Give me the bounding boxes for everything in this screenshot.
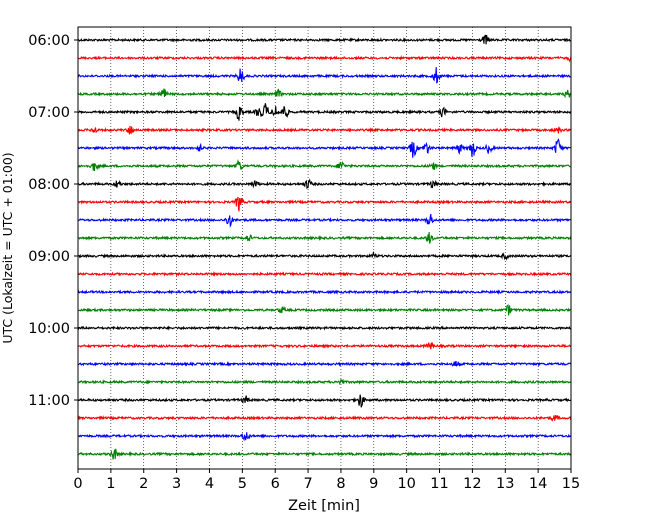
trace-1045: [77, 378, 572, 386]
x-tick-label: 9: [369, 476, 378, 492]
x-tick-label: 13: [496, 476, 514, 492]
trace-1115: [77, 415, 572, 422]
trace-0615: [77, 55, 572, 63]
trace-0700: [77, 103, 572, 121]
x-axis-title: Zeit [min]: [288, 498, 360, 514]
trace-1130: [77, 432, 572, 442]
trace-0915: [77, 270, 572, 277]
y-tick-label: 10:00: [28, 321, 70, 337]
trace-0930: [77, 289, 572, 296]
trace-lines: [77, 34, 572, 460]
x-tick-label: 12: [463, 476, 481, 492]
trace-0900: [77, 250, 572, 261]
trace-0745: [77, 158, 572, 172]
x-tick-label: 3: [172, 476, 181, 492]
y-tick-label: 09:00: [28, 249, 70, 265]
x-tick-label: 15: [562, 476, 580, 492]
plot-frame: [77, 26, 572, 470]
trace-0730: [77, 138, 572, 158]
trace-0715: [77, 125, 572, 135]
x-tick-label: 8: [336, 476, 345, 492]
trace-1030: [77, 360, 572, 367]
trace-1145: [77, 448, 572, 460]
trace-1100: [77, 394, 572, 408]
y-tick-label: 07:00: [28, 105, 70, 121]
trace-0845: [77, 231, 572, 244]
y-axis-title: UTC (Lokalzeit = UTC + 01:00): [0, 152, 15, 343]
y-tick-label: 08:00: [28, 177, 70, 193]
y-axis-ticks: 06:00 07:00 08:00 09:00 10:00 11:00: [28, 33, 78, 409]
x-tick-label: 1: [106, 476, 115, 492]
trace-0815: [77, 196, 572, 212]
x-tick-label: 2: [139, 476, 148, 492]
x-tick-label: 10: [397, 476, 415, 492]
trace-0630: [77, 67, 572, 84]
x-tick-label: 7: [303, 476, 312, 492]
trace-0945: [77, 304, 572, 316]
x-tick-label: 11: [430, 476, 448, 492]
x-tick-label: 6: [271, 476, 280, 492]
y-tick-label: 06:00: [28, 33, 70, 49]
trace-1000: [77, 325, 572, 331]
trace-1015: [77, 341, 572, 350]
x-axis-ticks: 0 1 2 3 4 5 6 7 8 9 10 11 12 13 14 15: [73, 469, 580, 492]
x-tick-label: 0: [73, 476, 82, 492]
trace-0800: [77, 178, 572, 190]
trace-0645: [77, 88, 572, 99]
x-tick-label: 14: [529, 476, 547, 492]
x-tick-label: 4: [205, 476, 214, 492]
trace-0600: [77, 34, 572, 45]
trace-0830: [77, 213, 572, 228]
x-tick-label: 5: [238, 476, 247, 492]
y-tick-label: 11:00: [28, 393, 70, 409]
